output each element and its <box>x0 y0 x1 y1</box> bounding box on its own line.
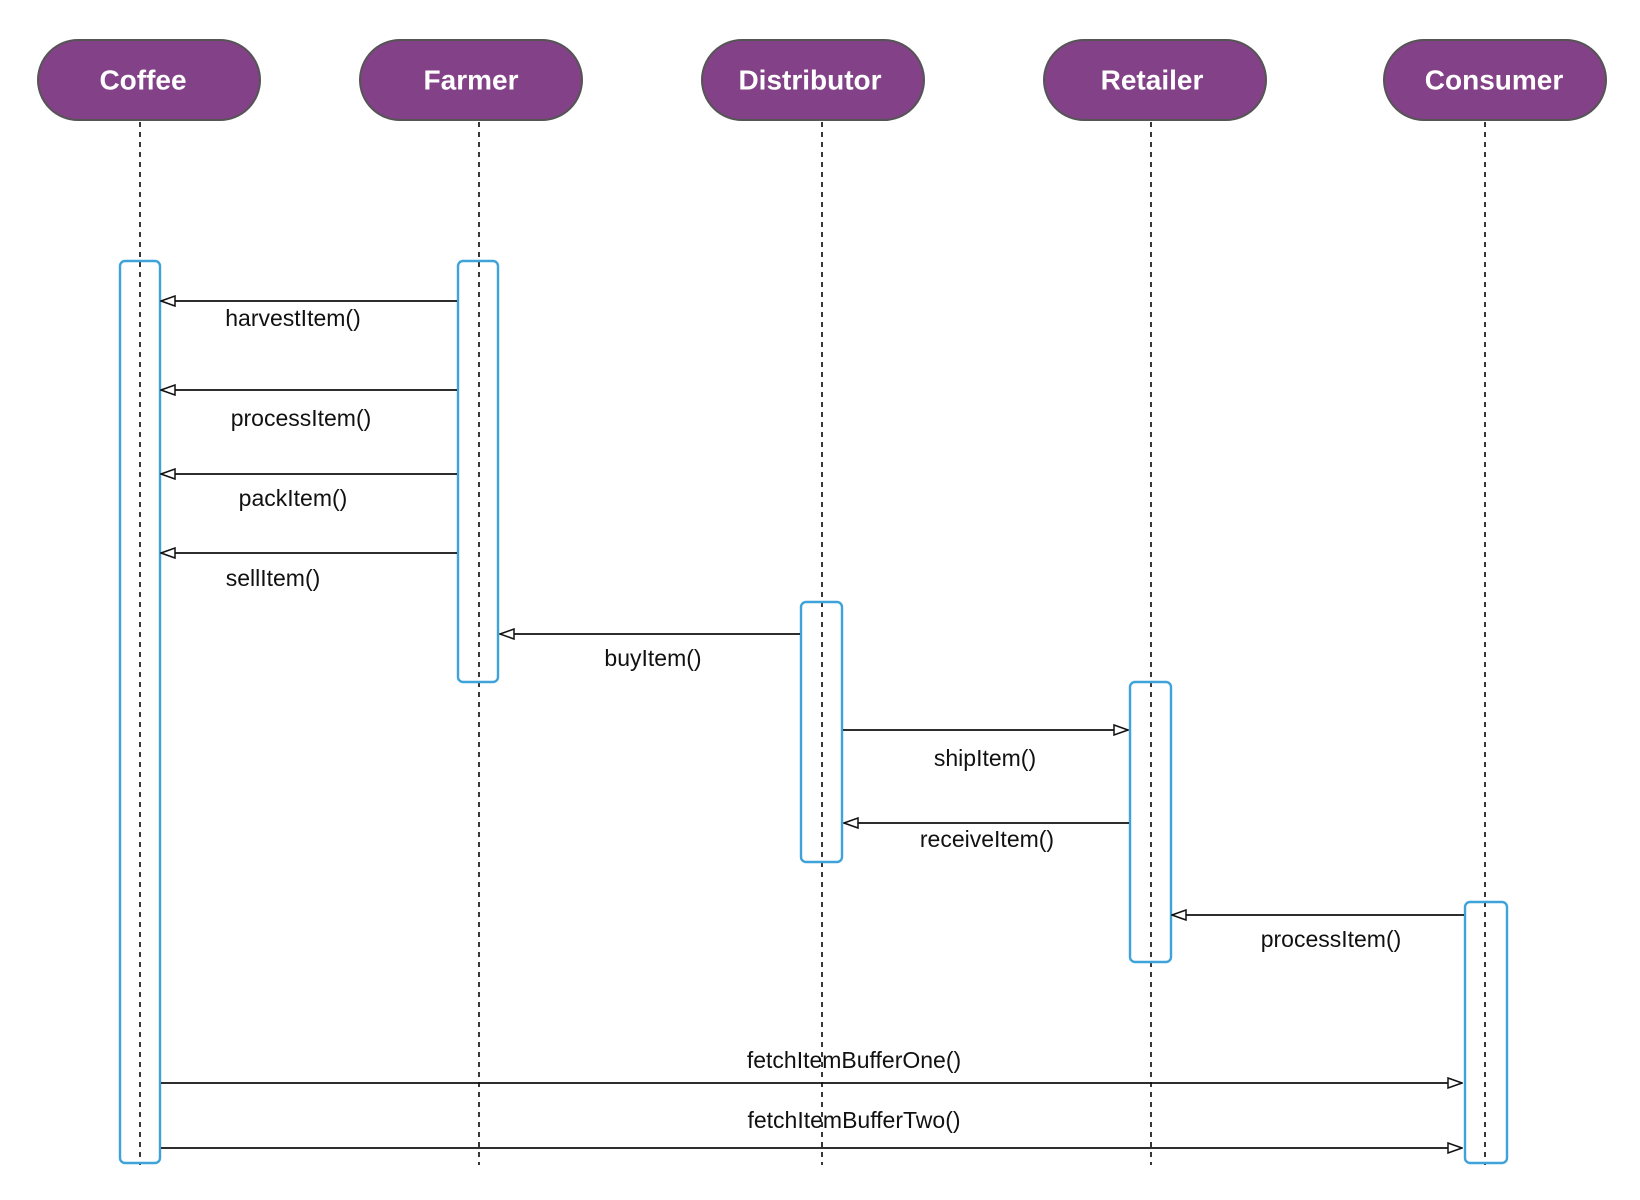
message-label-1: harvestItem() <box>225 305 360 331</box>
actor-distributor: Distributor <box>701 39 925 121</box>
message-label-6: shipItem() <box>934 745 1036 771</box>
actor-label-consumer: Consumer <box>1425 64 1564 95</box>
actor-label-distributor: Distributor <box>738 64 881 95</box>
message-2: processItem() <box>161 390 457 431</box>
actor-box-retailer <box>1043 39 1267 121</box>
actor-label-coffee: Coffee <box>99 64 186 95</box>
message-label-9: fetchItemBufferOne() <box>747 1047 961 1073</box>
message-10: fetchItemBufferTwo() <box>161 1107 1462 1148</box>
activation-bar-coffee <box>118 259 162 1165</box>
message-1: harvestItem() <box>161 301 457 331</box>
message-label-2: processItem() <box>231 405 372 431</box>
message-label-7: receiveItem() <box>920 826 1054 852</box>
activation-bar-distributor <box>799 600 844 864</box>
message-7: receiveItem() <box>844 823 1129 852</box>
actor-label-farmer: Farmer <box>424 64 519 95</box>
message-8: processItem() <box>1172 915 1464 952</box>
message-4: sellItem() <box>161 553 457 591</box>
actor-box-farmer <box>359 39 583 121</box>
message-label-4: sellItem() <box>226 565 321 591</box>
message-3: packItem() <box>161 474 457 511</box>
message-5: buyItem() <box>500 634 800 671</box>
message-9: fetchItemBufferOne() <box>161 1047 1462 1083</box>
actor-consumer: Consumer <box>1383 39 1607 121</box>
message-label-3: packItem() <box>239 485 348 511</box>
actor-farmer: Farmer <box>359 39 583 121</box>
message-label-5: buyItem() <box>604 645 701 671</box>
activation-bar-retailer <box>1128 680 1173 964</box>
activation-bar-farmer <box>456 259 500 684</box>
message-label-10: fetchItemBufferTwo() <box>747 1107 960 1133</box>
activation-bar-consumer <box>1463 900 1509 1165</box>
actor-box-distributor <box>701 39 925 121</box>
message-label-8: processItem() <box>1261 926 1402 952</box>
actor-box-coffee <box>37 39 261 121</box>
message-6: shipItem() <box>843 730 1128 771</box>
actor-coffee: Coffee <box>37 39 261 121</box>
actor-label-retailer: Retailer <box>1101 64 1204 95</box>
actor-retailer: Retailer <box>1043 39 1267 121</box>
actor-box-consumer <box>1383 39 1607 121</box>
